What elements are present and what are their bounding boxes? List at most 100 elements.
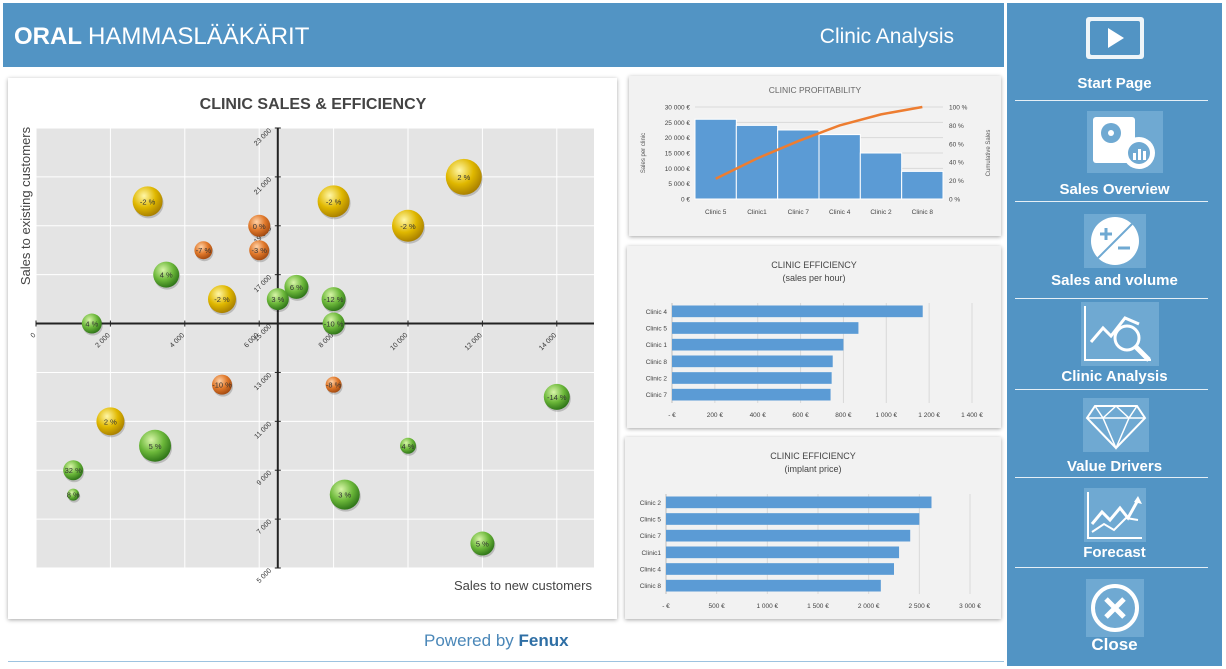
y-tick-label: Clinic 4 xyxy=(646,309,668,316)
bubble: -7 % xyxy=(194,241,214,262)
nav-label-sales-overview: Sales Overview xyxy=(1059,181,1170,198)
x-tick-label: 1 400 € xyxy=(961,412,983,419)
diamond-icon xyxy=(1083,398,1149,452)
bar xyxy=(672,338,844,351)
bubble-point xyxy=(445,158,482,195)
x-tick-label: - € xyxy=(662,603,670,610)
bubble-label: -7 % xyxy=(196,246,212,255)
y-tick-label: 25 000 € xyxy=(665,120,691,127)
bubble-point xyxy=(400,437,416,454)
y-tick-label: Clinic 7 xyxy=(640,533,662,540)
nav-label-close: Close xyxy=(1091,635,1138,654)
bubble-point xyxy=(212,374,232,395)
x-tick-label: 2 000 € xyxy=(858,603,880,610)
bubble-point xyxy=(317,185,350,218)
bubble: -3 % xyxy=(249,240,271,263)
bubble-point xyxy=(81,313,102,334)
x-tick-label: 200 € xyxy=(707,412,724,419)
powered-by: Powered by Fenux xyxy=(424,631,569,651)
nav-separator xyxy=(1015,100,1208,101)
chart-title: CLINIC SALES & EFFICIENCY xyxy=(200,96,427,113)
nav-start-page[interactable]: Start Page xyxy=(1007,3,1222,101)
bar xyxy=(672,388,831,401)
magnifier-chart-icon xyxy=(1081,302,1159,366)
bubble-label: 3 % xyxy=(338,491,351,500)
bar xyxy=(666,529,911,542)
nav-value-drivers[interactable]: Value Drivers xyxy=(1007,390,1222,478)
brand-bold: ORAL xyxy=(14,23,82,50)
bubble-point xyxy=(139,429,172,462)
line-chart-icon xyxy=(1084,488,1146,542)
bar xyxy=(672,305,923,318)
bar xyxy=(666,496,932,509)
x-tick-label: 500 € xyxy=(709,603,726,610)
bar xyxy=(901,170,944,200)
nav-label-sales-volume: Sales and volume xyxy=(1051,272,1178,289)
bubble-label: -3 % xyxy=(251,246,267,255)
chart-title: CLINIC PROFITABILITY xyxy=(769,85,862,95)
y2-tick-label: 20 % xyxy=(949,178,964,185)
x-tick-label: 1 000 € xyxy=(875,412,897,419)
bubble: 2 % xyxy=(445,158,483,197)
nav-forecast[interactable]: Forecast xyxy=(1007,478,1222,568)
y-tick-label: 5 000 xyxy=(256,567,273,584)
x-tick-label: 1 200 € xyxy=(918,412,940,419)
bubble: -14 % xyxy=(543,383,571,412)
y-tick-label: 30 000 € xyxy=(665,105,691,112)
bar xyxy=(666,546,900,559)
bubble-label: 4 % xyxy=(402,442,415,451)
bubble: -8 % xyxy=(325,376,343,395)
bubble: 0 % xyxy=(248,214,272,239)
bubble-point xyxy=(249,240,270,261)
efficiency-implant-chart: CLINIC EFFICIENCY (implant price) - € 500 €… xyxy=(640,451,982,610)
x-tick-label: Clinic1 xyxy=(747,209,767,216)
y2-tick-label: 100 % xyxy=(949,105,968,112)
bubble-point xyxy=(321,287,346,312)
nav-separator xyxy=(1015,201,1208,202)
bubble-label: 32 % xyxy=(65,466,82,475)
nav-label-clinic-analysis: Clinic Analysis xyxy=(1061,368,1168,385)
nav-close[interactable]: Close xyxy=(1007,568,1222,666)
bubble-label: 4 % xyxy=(85,320,98,329)
bubble-point xyxy=(284,274,309,299)
bar xyxy=(694,118,737,200)
nav-separator xyxy=(1015,567,1208,568)
bubble-label: 2 % xyxy=(104,417,117,426)
nav-clinic-analysis[interactable]: Clinic Analysis xyxy=(1007,299,1222,390)
bubble-point xyxy=(67,488,80,501)
nav-label-value-drivers: Value Drivers xyxy=(1066,458,1163,475)
x-tick-label: 3 000 € xyxy=(959,603,981,610)
bubble-point xyxy=(248,214,271,237)
bubble-label: -2 % xyxy=(214,295,230,304)
bubble: -10 % xyxy=(322,312,346,337)
bubble-label: -10 % xyxy=(324,320,344,329)
profitability-chart: CLINIC PROFITABILITY 0 € 5 000 € 10 000 € 15… xyxy=(641,85,992,216)
bubble-label: 6 % xyxy=(290,283,303,292)
bubble-label: -14 % xyxy=(547,393,567,402)
chart-title: CLINIC EFFICIENCY xyxy=(771,260,857,270)
x-tick-label: 800 € xyxy=(835,412,852,419)
bubble-point xyxy=(392,209,424,242)
bubble: 6 % xyxy=(284,274,310,301)
x-tick-label: Clinic 4 xyxy=(829,209,851,216)
bubble-label: -2 % xyxy=(140,197,156,206)
bubble: 4 % xyxy=(81,313,103,336)
bar xyxy=(777,129,820,200)
sidebar-nav: Start Page Sales Overview Sales and volu… xyxy=(1007,3,1222,666)
x-tick-label: 1 000 € xyxy=(756,603,778,610)
chart-subtitle: (sales per hour) xyxy=(782,273,845,283)
powered-text: Powered by xyxy=(424,631,514,650)
chart-subtitle: (implant price) xyxy=(784,464,841,474)
x-tick-label: Clinic 2 xyxy=(870,209,892,216)
nav-sales-overview[interactable]: Sales Overview xyxy=(1007,101,1222,202)
bar xyxy=(735,124,779,200)
x-tick-label: 400 € xyxy=(750,412,767,419)
bar xyxy=(672,322,859,334)
bubble-label: 4 % xyxy=(160,271,173,280)
nav-sales-volume[interactable]: Sales and volume xyxy=(1007,202,1222,299)
x-tick-label: Clinic 8 xyxy=(912,209,934,216)
bubble-point xyxy=(266,288,289,311)
bubble-label: 2 % xyxy=(457,173,470,182)
company-name: Fenux xyxy=(518,631,569,650)
